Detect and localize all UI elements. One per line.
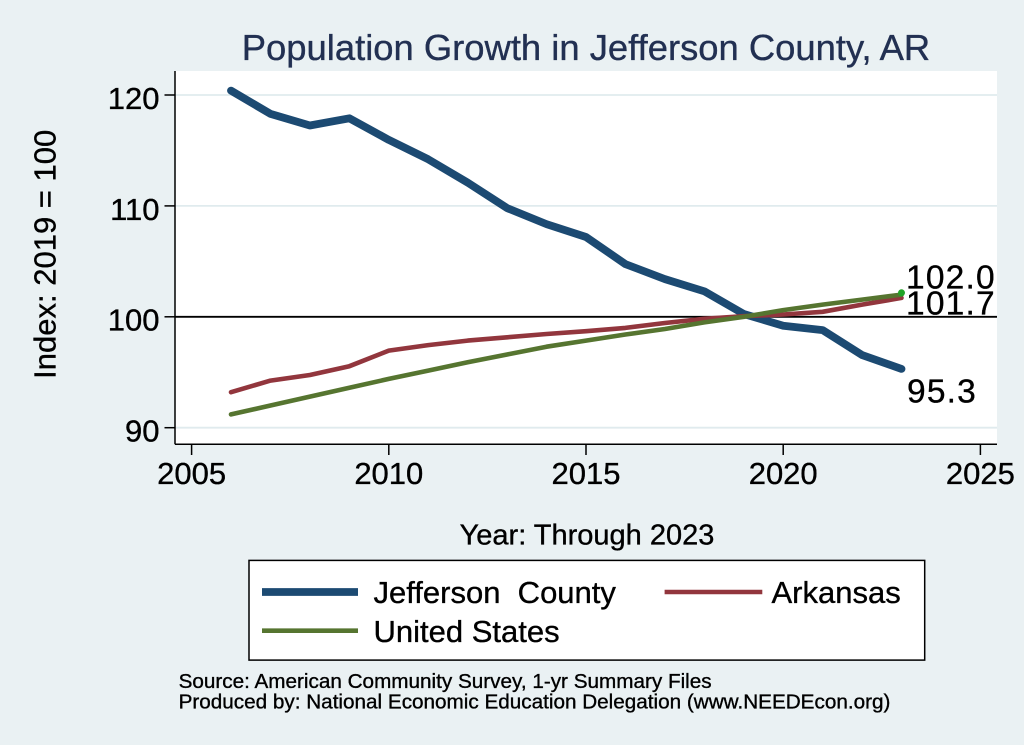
svg-text:100: 100: [108, 303, 160, 338]
svg-text:Population Growth in Jefferson: Population Growth in Jefferson County, A…: [242, 27, 930, 68]
svg-text:102.0: 102.0: [906, 259, 996, 296]
svg-text:Index: 2019 = 100: Index: 2019 = 100: [28, 130, 63, 379]
svg-text:Source: American Community Sur: Source: American Community Survey, 1-yr …: [179, 670, 712, 693]
svg-text:101.7: 101.7: [906, 285, 996, 322]
svg-text:Year: Through 2023: Year: Through 2023: [460, 519, 715, 551]
svg-text:110: 110: [110, 192, 159, 227]
svg-text:2015: 2015: [552, 456, 621, 491]
svg-text:United States: United States: [374, 614, 560, 649]
svg-text:2005: 2005: [157, 456, 226, 491]
svg-text:2010: 2010: [354, 456, 423, 491]
svg-text:2020: 2020: [749, 456, 818, 491]
svg-text:Jefferson County: Jefferson County: [374, 575, 617, 610]
svg-text:Arkansas: Arkansas: [772, 575, 901, 610]
svg-text:2025: 2025: [946, 456, 1015, 491]
svg-text:Produced by: National Economic: Produced by: National Economic Education…: [179, 691, 891, 714]
svg-text:90: 90: [125, 414, 159, 449]
svg-text:95.3: 95.3: [907, 374, 977, 411]
svg-text:120: 120: [108, 81, 160, 116]
